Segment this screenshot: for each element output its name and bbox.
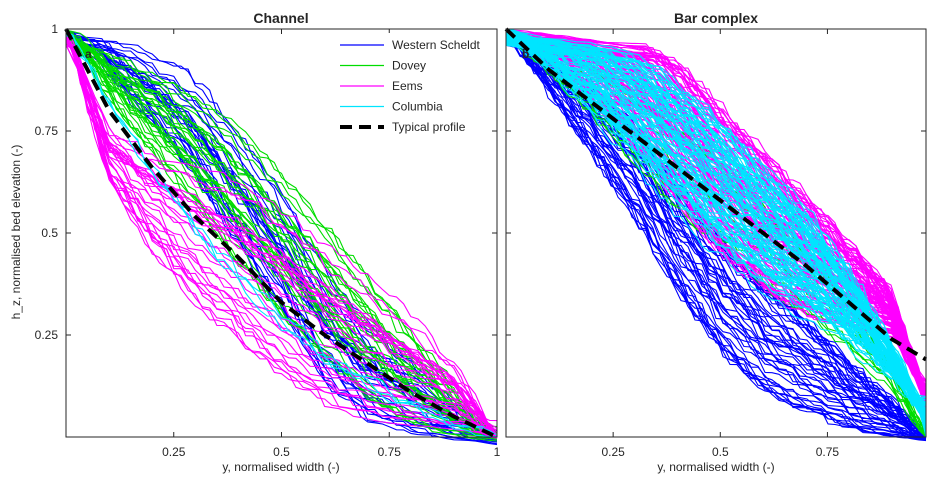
channel-x-tick-label: 0.5 — [273, 445, 290, 459]
channel-title: Channel — [253, 10, 308, 26]
channel-profile-line — [65, 39, 498, 438]
channel-panel-letter: a — [85, 47, 92, 61]
channel-profile-line — [65, 42, 498, 433]
bar-complex-profile-line — [505, 41, 927, 442]
bar-complex-profile-line — [505, 36, 927, 433]
bar-complex-profile-line — [505, 32, 927, 438]
bar-complex-profile-line — [505, 38, 927, 428]
channel-y-tick-label: 1 — [51, 22, 58, 36]
channel-profile-line — [65, 40, 498, 438]
channel-profile-line — [65, 33, 498, 436]
channel-profile-line — [65, 35, 498, 436]
bar-complex-profile-line — [505, 38, 927, 406]
legend-label: Western Scheldt — [392, 38, 480, 52]
channel-x-tick-label: 0.75 — [378, 445, 402, 459]
bar-complex-profile-line — [505, 41, 927, 439]
bar-complex-lines — [504, 27, 928, 442]
bar-complex-profile-line — [506, 43, 927, 430]
bar-complex-profile-line — [505, 41, 927, 404]
bar-complex-profile-line — [505, 28, 927, 424]
bar-complex-profile-line — [505, 43, 927, 438]
bar-complex-profile-line — [505, 42, 927, 427]
channel-lines — [64, 28, 498, 446]
bar-complex-profile-line — [505, 43, 927, 433]
bar-complex-profile-line — [505, 42, 927, 410]
legend-label: Dovey — [392, 59, 426, 73]
bar-complex-title: Bar complex — [674, 10, 758, 26]
bar-complex-profile-line — [505, 42, 927, 399]
channel-y-tick-label: 0.75 — [35, 124, 59, 138]
bar-complex-profile-line — [505, 30, 927, 437]
legend-label: Typical profile — [392, 120, 466, 134]
channel-profile-line — [65, 39, 498, 438]
channel-profile-line — [65, 36, 498, 438]
channel-profile-line — [65, 36, 498, 446]
bar-complex-x-tick-label: 0.5 — [712, 445, 729, 459]
channel-profile-line — [65, 31, 498, 438]
channel-profile-line — [65, 42, 497, 438]
bar-complex-profile-line — [505, 40, 927, 416]
bar-complex-axes: 0.25 0.5 0.75 — [505, 28, 927, 459]
legend-label: Eems — [392, 79, 423, 93]
channel-profile-line — [65, 34, 498, 438]
channel-y-axis-label: h_z, normalised bed elevation (-) — [9, 145, 23, 320]
channel-x-tick-label: 1 — [494, 445, 501, 459]
bar-complex-profile-line — [505, 37, 927, 438]
channel-panel: 0.25 0.5 0.75 1 0.25 0.5 0.75 1 Channel a y, no… — [9, 10, 501, 474]
channel-y-tick-label: 0.5 — [41, 226, 58, 240]
channel-x-axis-label: y, normalised width (-) — [222, 460, 339, 474]
bar-complex-profile-line — [505, 32, 927, 440]
bar-complex-profile-line — [505, 43, 927, 440]
channel-profile-line — [65, 34, 498, 433]
channel-axes: 0.25 0.5 0.75 1 0.25 0.5 0.75 1 — [35, 22, 501, 459]
bar-complex-profile-line — [505, 42, 927, 417]
bar-complex-x-tick-label: 0.75 — [816, 445, 840, 459]
bar-complex-profile-line — [505, 33, 927, 428]
legend: Western Scheldt Dovey Eems Columbia Typical … — [334, 33, 480, 140]
bar-complex-typical-profile-line — [504, 27, 928, 362]
channel-profile-line — [65, 31, 498, 439]
bar-complex-x-tick-label: 0.25 — [601, 445, 625, 459]
channel-profile-line — [65, 35, 498, 427]
bar-complex-x-axis-label: y, normalised width (-) — [657, 460, 774, 474]
channel-profile-line — [65, 30, 497, 438]
channel-x-tick-label: 0.25 — [162, 445, 186, 459]
channel-profile-line — [65, 31, 498, 436]
bar-complex-profile-line — [505, 36, 927, 401]
channel-profile-line — [65, 40, 498, 438]
channel-profile-line — [65, 30, 498, 438]
channel-profile-line — [65, 41, 498, 430]
legend-label: Columbia — [392, 100, 443, 114]
channel-typical-profile-line — [64, 28, 498, 439]
channel-profile-line — [65, 40, 498, 439]
channel-y-tick-label: 0.25 — [35, 328, 59, 342]
channel-profile-line — [65, 44, 498, 438]
bar-complex-panel: 0.25 0.5 0.75 Bar complex b y, normalised … — [504, 10, 928, 474]
bar-complex-panel-letter: b — [522, 47, 529, 61]
bar-complex-profile-line — [505, 43, 927, 426]
bar-complex-profile-line — [506, 40, 927, 438]
bar-complex-profile-line — [505, 42, 927, 403]
bar-complex-profile-line — [505, 34, 927, 394]
channel-profile-line — [65, 34, 498, 436]
channel-profile-line — [65, 35, 498, 438]
channel-profile-line — [65, 30, 498, 438]
